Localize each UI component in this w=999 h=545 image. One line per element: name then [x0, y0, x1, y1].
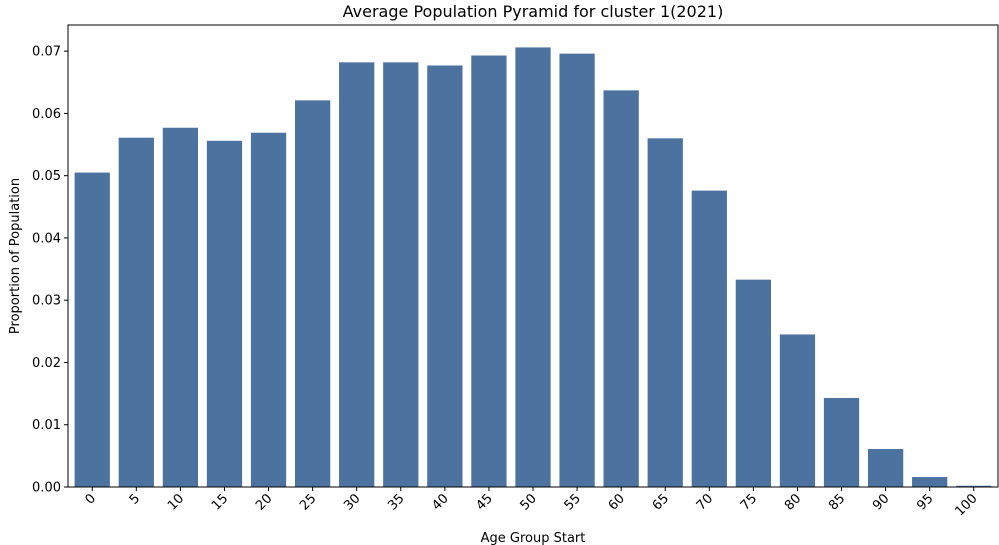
x-axis-ticks: 0 5 10 15 20 25 30 35 40 45 50 55 60 65 70 75 80 85 90 95 10…	[83, 487, 981, 519]
bar-age-55	[559, 53, 595, 487]
bar-age-0	[74, 172, 110, 487]
y-tick-label: 0.06	[32, 107, 61, 122]
bar-age-5	[118, 137, 154, 487]
x-tick-label: 0	[83, 491, 99, 507]
x-tick-label: 65	[650, 491, 672, 513]
x-tick-label: 80	[782, 491, 804, 513]
x-tick-label: 85	[826, 491, 848, 513]
bar-age-80	[779, 334, 816, 487]
bar-age-35	[383, 62, 419, 488]
x-tick-label: 45	[473, 491, 495, 513]
x-tick-label: 5	[127, 491, 143, 507]
bar-age-10	[162, 127, 199, 488]
x-tick-label: 50	[518, 491, 540, 513]
y-axis-label: Proportion of Population	[8, 178, 23, 334]
y-tick-label: 0.00	[32, 481, 61, 496]
x-tick-label: 25	[297, 491, 319, 513]
bar-age-15	[206, 140, 243, 487]
x-tick-label: 40	[429, 491, 451, 513]
x-tick-label: 20	[253, 491, 275, 513]
x-tick-label: 75	[738, 491, 760, 513]
bar-age-25	[294, 100, 331, 487]
x-tick-label: 10	[165, 491, 187, 513]
bar-age-50	[515, 47, 551, 488]
y-tick-label: 0.01	[32, 418, 61, 433]
bar-age-100	[956, 485, 992, 487]
bar-age-40	[427, 65, 463, 487]
y-tick-label: 0.02	[32, 356, 61, 371]
x-tick-label: 15	[209, 491, 231, 513]
x-tick-label: 30	[341, 491, 363, 513]
plot-frame	[67, 24, 999, 488]
y-tick-label: 0.07	[32, 45, 61, 60]
bar-age-75	[735, 279, 772, 487]
bar-age-70	[691, 190, 727, 487]
x-tick-label: 100	[952, 491, 980, 519]
y-axis-ticks: 0.00 0.01 0.02 0.03 0.04 0.05 0.06 0.07	[32, 45, 68, 496]
bar-age-85	[823, 397, 860, 487]
x-tick-label: 70	[694, 491, 716, 513]
bar-age-95	[912, 477, 948, 487]
y-tick-label: 0.05	[32, 169, 61, 184]
bar-age-30	[339, 62, 375, 488]
x-axis-label: Age Group Start	[481, 531, 586, 545]
x-tick-label: 95	[914, 491, 936, 513]
y-tick-label: 0.03	[32, 294, 61, 309]
bars-group	[74, 47, 992, 488]
x-tick-label: 55	[562, 491, 584, 513]
x-tick-label: 35	[385, 491, 407, 513]
bar-age-60	[603, 90, 639, 487]
bar-age-20	[250, 132, 287, 487]
bar-age-90	[867, 449, 904, 487]
x-tick-label: 90	[870, 491, 892, 513]
chart-title: Average Population Pyramid for cluster 1…	[343, 2, 724, 21]
bar-age-45	[471, 55, 507, 487]
y-tick-label: 0.04	[32, 231, 61, 246]
x-tick-label: 60	[606, 491, 628, 513]
bar-age-65	[647, 138, 683, 487]
